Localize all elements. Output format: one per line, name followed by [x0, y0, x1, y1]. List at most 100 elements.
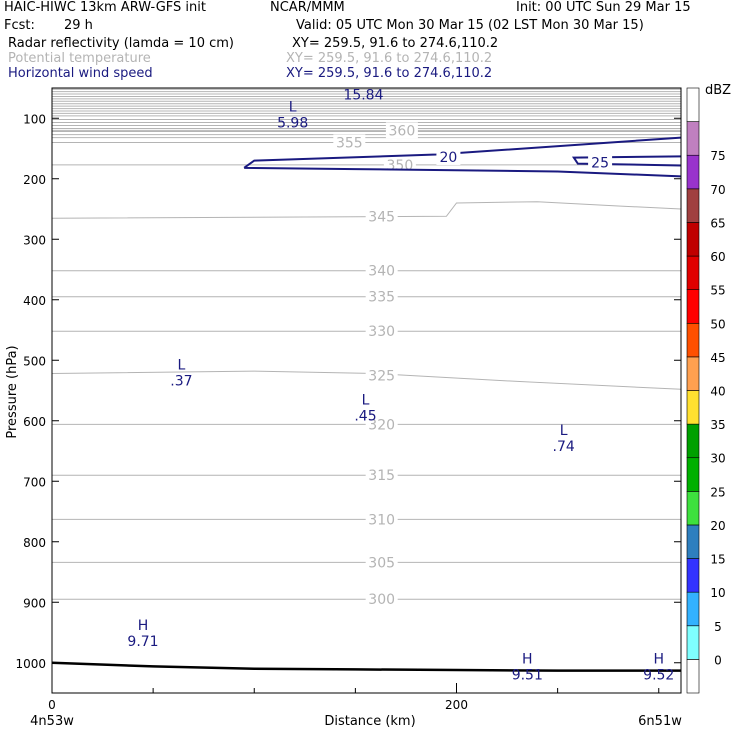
colorbar-swatch	[686, 457, 700, 492]
theta-label-bg	[365, 288, 398, 305]
colorbar-swatch	[686, 558, 700, 593]
extremum-value: .45	[354, 409, 376, 425]
y-tick-label: 200	[23, 173, 46, 187]
y-tick-label: 800	[23, 536, 46, 550]
colorbar-swatch	[686, 322, 700, 358]
theta-label-bg	[385, 122, 418, 139]
extremum-value: 5.98	[277, 115, 308, 131]
init-time: Init: 00 UTC Sun 29 Mar 15	[516, 0, 691, 15]
field-xy-reflectivity: XY= 259.5, 91.6 to 274.6,110.2	[292, 36, 499, 51]
extremum-symbol: L	[560, 423, 568, 439]
colorbar-tick-label: 60	[710, 250, 725, 264]
left-endpoint-label: 4n53w	[30, 714, 74, 729]
theta-contour-label: 335	[368, 290, 395, 306]
theta-label-bg	[365, 467, 398, 484]
theta-contour-label: 305	[368, 555, 395, 571]
model-title: HAIC-HIWC 13km ARW-GFS init	[4, 0, 206, 15]
extremum-value: 15.84	[343, 87, 383, 103]
colorbar-swatch	[686, 659, 700, 694]
colorbar-swatch	[686, 625, 700, 660]
extremum-symbol: H	[653, 652, 664, 668]
y-tick-label: 1000	[15, 657, 46, 671]
extremum-symbol: L	[362, 393, 370, 409]
colorbar-swatch	[686, 87, 700, 122]
theta-contour-label: 340	[368, 264, 395, 280]
fcst-label: Fcst:	[4, 18, 35, 33]
colorbar-tick-label: 40	[710, 385, 725, 399]
theta-contour-label: 330	[368, 324, 395, 340]
field-name-reflectivity: Radar reflectivity (lamda = 10 cm)	[8, 36, 234, 51]
colorbar-swatch	[686, 222, 700, 257]
colorbar-swatch	[686, 188, 700, 223]
x-tick-label: 0	[48, 698, 56, 712]
org-label: NCAR/MMM	[270, 0, 345, 15]
y-tick-label: 700	[23, 475, 46, 489]
colorbar-tick-label: 0	[714, 653, 722, 667]
terrain-line	[51, 661, 681, 672]
y-tick-label: 400	[23, 294, 46, 308]
theta-label-bg	[333, 134, 366, 151]
theta-label-bg	[365, 323, 398, 340]
terrain-surface	[51, 661, 681, 672]
colorbar-tick-label: 5	[714, 620, 722, 634]
field-name-wind: Horizontal wind speed	[8, 66, 153, 81]
theta-label-bg	[365, 416, 398, 433]
colorbar-swatch	[686, 121, 700, 156]
colorbar-tick-label: 20	[710, 519, 725, 533]
valid-time: Valid: 05 UTC Mon 30 Mar 15 (02 LST Mon …	[296, 18, 644, 33]
x-tick-label: 200	[445, 698, 468, 712]
plot-axes: 100 200 300 400 500 600 700 800 900 1000 0 200	[15, 87, 682, 712]
theta-contour-label: 350	[387, 158, 414, 174]
right-endpoint-label: 6n51w	[638, 714, 682, 729]
theta-contour-label: 325	[368, 368, 395, 384]
field-xy-wind: XY= 259.5, 91.6 to 274.6,110.2	[286, 66, 493, 81]
extremum-value: 9.51	[512, 668, 543, 684]
extremum-value: .37	[170, 374, 192, 390]
colorbar-tick-label: 35	[710, 418, 725, 432]
theta-label-bg	[365, 511, 398, 528]
theta-contour-label: 345	[368, 209, 395, 225]
wind-contour-label: 20	[439, 150, 457, 166]
colorbar-tick-label: 10	[710, 586, 725, 600]
extremum-value: 9.71	[127, 634, 158, 650]
colorbar-tick-label: 30	[710, 452, 725, 466]
wind-contour-label: 25	[591, 155, 609, 171]
colorbar-tick-label: 50	[710, 317, 725, 331]
theta-contour-label: 355	[336, 135, 363, 151]
colorbar-tick-label: 15	[710, 553, 725, 567]
colorbar-tick-label: 75	[710, 149, 725, 163]
y-tick-label: 600	[23, 415, 46, 429]
y-tick-label: 900	[23, 596, 46, 610]
colorbar-swatch	[686, 356, 700, 391]
colorbar-unit: dBZ	[705, 83, 731, 98]
wind-label-bg	[588, 154, 613, 171]
colorbar-tick-label: 65	[710, 216, 725, 230]
colorbar-swatch	[686, 289, 700, 324]
colorbar-swatch	[686, 154, 700, 190]
wind-label-bg	[436, 148, 461, 165]
theta-label-bg	[365, 554, 398, 571]
y-tick-label: 300	[23, 233, 46, 247]
wind-speed-contours: 20 25	[243, 136, 682, 178]
extremum-symbol: L	[178, 358, 186, 374]
colorbar-tick-label: 25	[710, 485, 725, 499]
colorbar-tick-label: 45	[710, 351, 725, 365]
theta-contour-label: 360	[389, 123, 416, 139]
colorbar-swatch	[686, 491, 700, 526]
colorbar-swatch	[686, 591, 700, 627]
colorbar-tick-label: 70	[710, 183, 725, 197]
theta-contours: 300 305 310 315 320 325 330 335 340 345 350 355 360	[51, 88, 682, 608]
extremum-value: 9.52	[643, 668, 674, 684]
colorbar-tick-label: 55	[710, 284, 725, 298]
extremum-value: .74	[553, 439, 575, 455]
y-axis-label: Pressure (hPa)	[5, 345, 20, 438]
y-tick-label: 100	[23, 112, 46, 126]
x-axis-label: Distance (km)	[324, 714, 415, 729]
theta-contour-label: 300	[368, 592, 395, 608]
colorbar: 0 5 10 15 20 25 30 35 40 45 50 55 60 65 70 75	[686, 87, 726, 694]
theta-contour-label: 320	[368, 417, 395, 433]
y-tick-label: 500	[23, 354, 46, 368]
plot-frame	[51, 87, 682, 694]
wind-contour-20	[243, 136, 682, 178]
